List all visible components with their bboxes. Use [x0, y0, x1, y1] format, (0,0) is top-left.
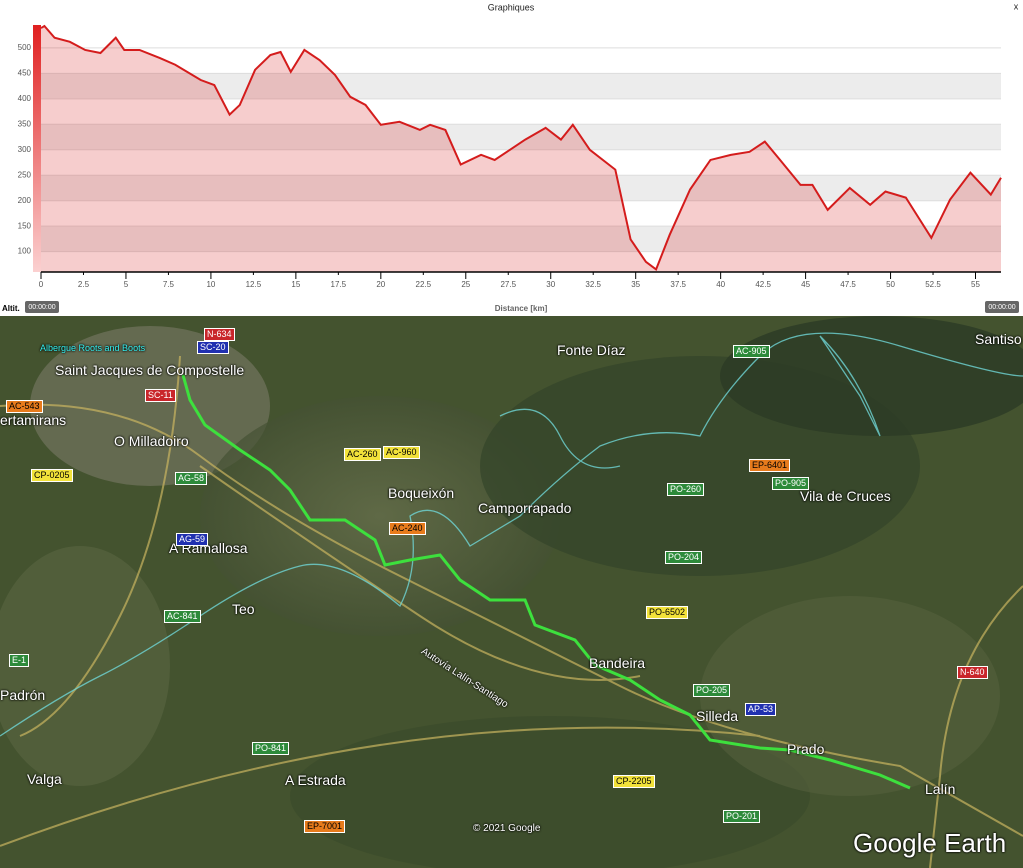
y-tick-label: 450: [18, 68, 32, 77]
place-label: Saint Jacques de Compostelle: [55, 362, 245, 378]
x-tick-label: 52.5: [925, 280, 941, 289]
place-label: ertamirans: [0, 412, 67, 428]
road-label: N-640: [957, 666, 988, 679]
x-tick-label: 37.5: [670, 280, 686, 289]
y-axis-label: Altit.: [2, 304, 20, 313]
time-box: [25, 301, 59, 313]
x-tick-label: 2.5: [78, 280, 90, 289]
place-label: Boqueixón: [388, 485, 455, 501]
place-label: Vila de Cruces: [800, 488, 891, 504]
x-tick-label: 7.5: [163, 280, 175, 289]
road-label: AG-59: [176, 533, 209, 546]
road-label: PO-841: [252, 742, 290, 755]
x-tick-label: 17.5: [331, 280, 347, 289]
time-end: 00:00:00: [988, 304, 1015, 311]
road-label: N-634: [204, 328, 235, 341]
x-tick-label: 22.5: [416, 280, 432, 289]
y-tick-label: 500: [18, 43, 32, 52]
road-label: SC-11: [145, 389, 176, 402]
road-label: SC-20: [197, 341, 229, 354]
x-tick-label: 5: [124, 280, 129, 289]
road-label: CP-0205: [31, 469, 73, 482]
window-title: Graphiques: [488, 2, 535, 12]
elevation-area: [41, 26, 1001, 273]
x-tick-label: 30: [546, 280, 555, 289]
y-tick-label: 150: [18, 221, 32, 230]
copyright: © 2021 Google: [473, 823, 541, 834]
grid-band: [41, 124, 1001, 150]
road-label: CP-2205: [613, 775, 655, 788]
x-tick-label: 40: [716, 280, 725, 289]
road-label: PO-205: [693, 684, 731, 697]
x-tick-label: 10: [206, 280, 215, 289]
x-tick-label: 50: [886, 280, 895, 289]
place-label: Camporrapado: [478, 500, 572, 516]
road-label: EP-7001: [304, 820, 346, 833]
place-label: Silleda: [696, 708, 739, 724]
place-label: Lalín: [925, 781, 956, 797]
grid-band: [41, 73, 1001, 99]
route: [181, 374, 911, 790]
map[interactable]: Albergue Roots and Boots Saint Jacques de…: [0, 316, 1023, 868]
road-label: AC-260: [344, 448, 381, 461]
road-label: PO-204: [665, 551, 703, 564]
road-label: AP-53: [745, 703, 777, 716]
x-tick-label: 35: [631, 280, 640, 289]
road-label: PO-905: [772, 477, 810, 490]
elevation-line: [40, 24, 1002, 272]
close-button[interactable]: x: [1014, 1, 1019, 11]
grid-band: [41, 226, 1001, 252]
brand: Google Earth: [853, 828, 1007, 858]
x-tick-label: 45: [801, 280, 810, 289]
place-label: Santiso: [975, 331, 1022, 347]
road-label: AC-960: [383, 446, 420, 459]
x-tick-label: 25: [461, 280, 470, 289]
x-tick-label: 15: [291, 280, 300, 289]
altitude-scale: [33, 25, 41, 272]
road-label: AC-841: [164, 610, 201, 623]
road-label: AC-543: [6, 400, 43, 413]
place-label: Bandeira: [589, 655, 646, 671]
road-label: EP-6401: [749, 459, 791, 472]
x-tick-label: 0: [39, 280, 44, 289]
road-label: PO-6502: [646, 606, 689, 619]
place-label: A Estrada: [285, 772, 346, 788]
y-tick-label: 250: [18, 170, 32, 179]
road-label: PO-260: [667, 483, 705, 496]
place-label: Fonte Díaz: [557, 342, 626, 358]
place-label: Prado: [787, 741, 825, 757]
x-tick-label: 42.5: [755, 280, 771, 289]
x-tick-label: 20: [376, 280, 385, 289]
road-label: PO-201: [723, 810, 761, 823]
road-label: AC-905: [733, 345, 770, 358]
y-tick-label: 200: [18, 196, 32, 205]
place-label: O Milladoiro: [114, 433, 189, 449]
road-label: E-1: [9, 654, 30, 667]
x-tick-label: 55: [971, 280, 980, 289]
road-label: AC-240: [389, 522, 426, 535]
x-tick-label: 12.5: [246, 280, 262, 289]
y-tick-label: 350: [18, 119, 32, 128]
place-label: Teo: [232, 601, 255, 617]
x-tick-label: 32.5: [585, 280, 601, 289]
time-start: 00:00:00: [28, 304, 55, 311]
elevation-chart: Graphiques x Altit. Distance [km] 00:00:…: [2, 1, 1019, 313]
place-label: Valga: [27, 771, 62, 787]
x-tick-label: 47.5: [840, 280, 856, 289]
place-label: Padrón: [0, 687, 46, 703]
x-axis-label: Distance [km]: [495, 304, 548, 313]
y-tick-label: 400: [18, 94, 32, 103]
time-box: [985, 301, 1019, 313]
y-tick-label: 100: [18, 247, 32, 256]
map-imagery: [0, 316, 1023, 868]
place-label: Albergue Roots and Boots: [40, 343, 146, 353]
road-label: AG-58: [175, 472, 208, 485]
y-tick-label: 300: [18, 145, 32, 154]
x-tick-label: 27.5: [500, 280, 516, 289]
